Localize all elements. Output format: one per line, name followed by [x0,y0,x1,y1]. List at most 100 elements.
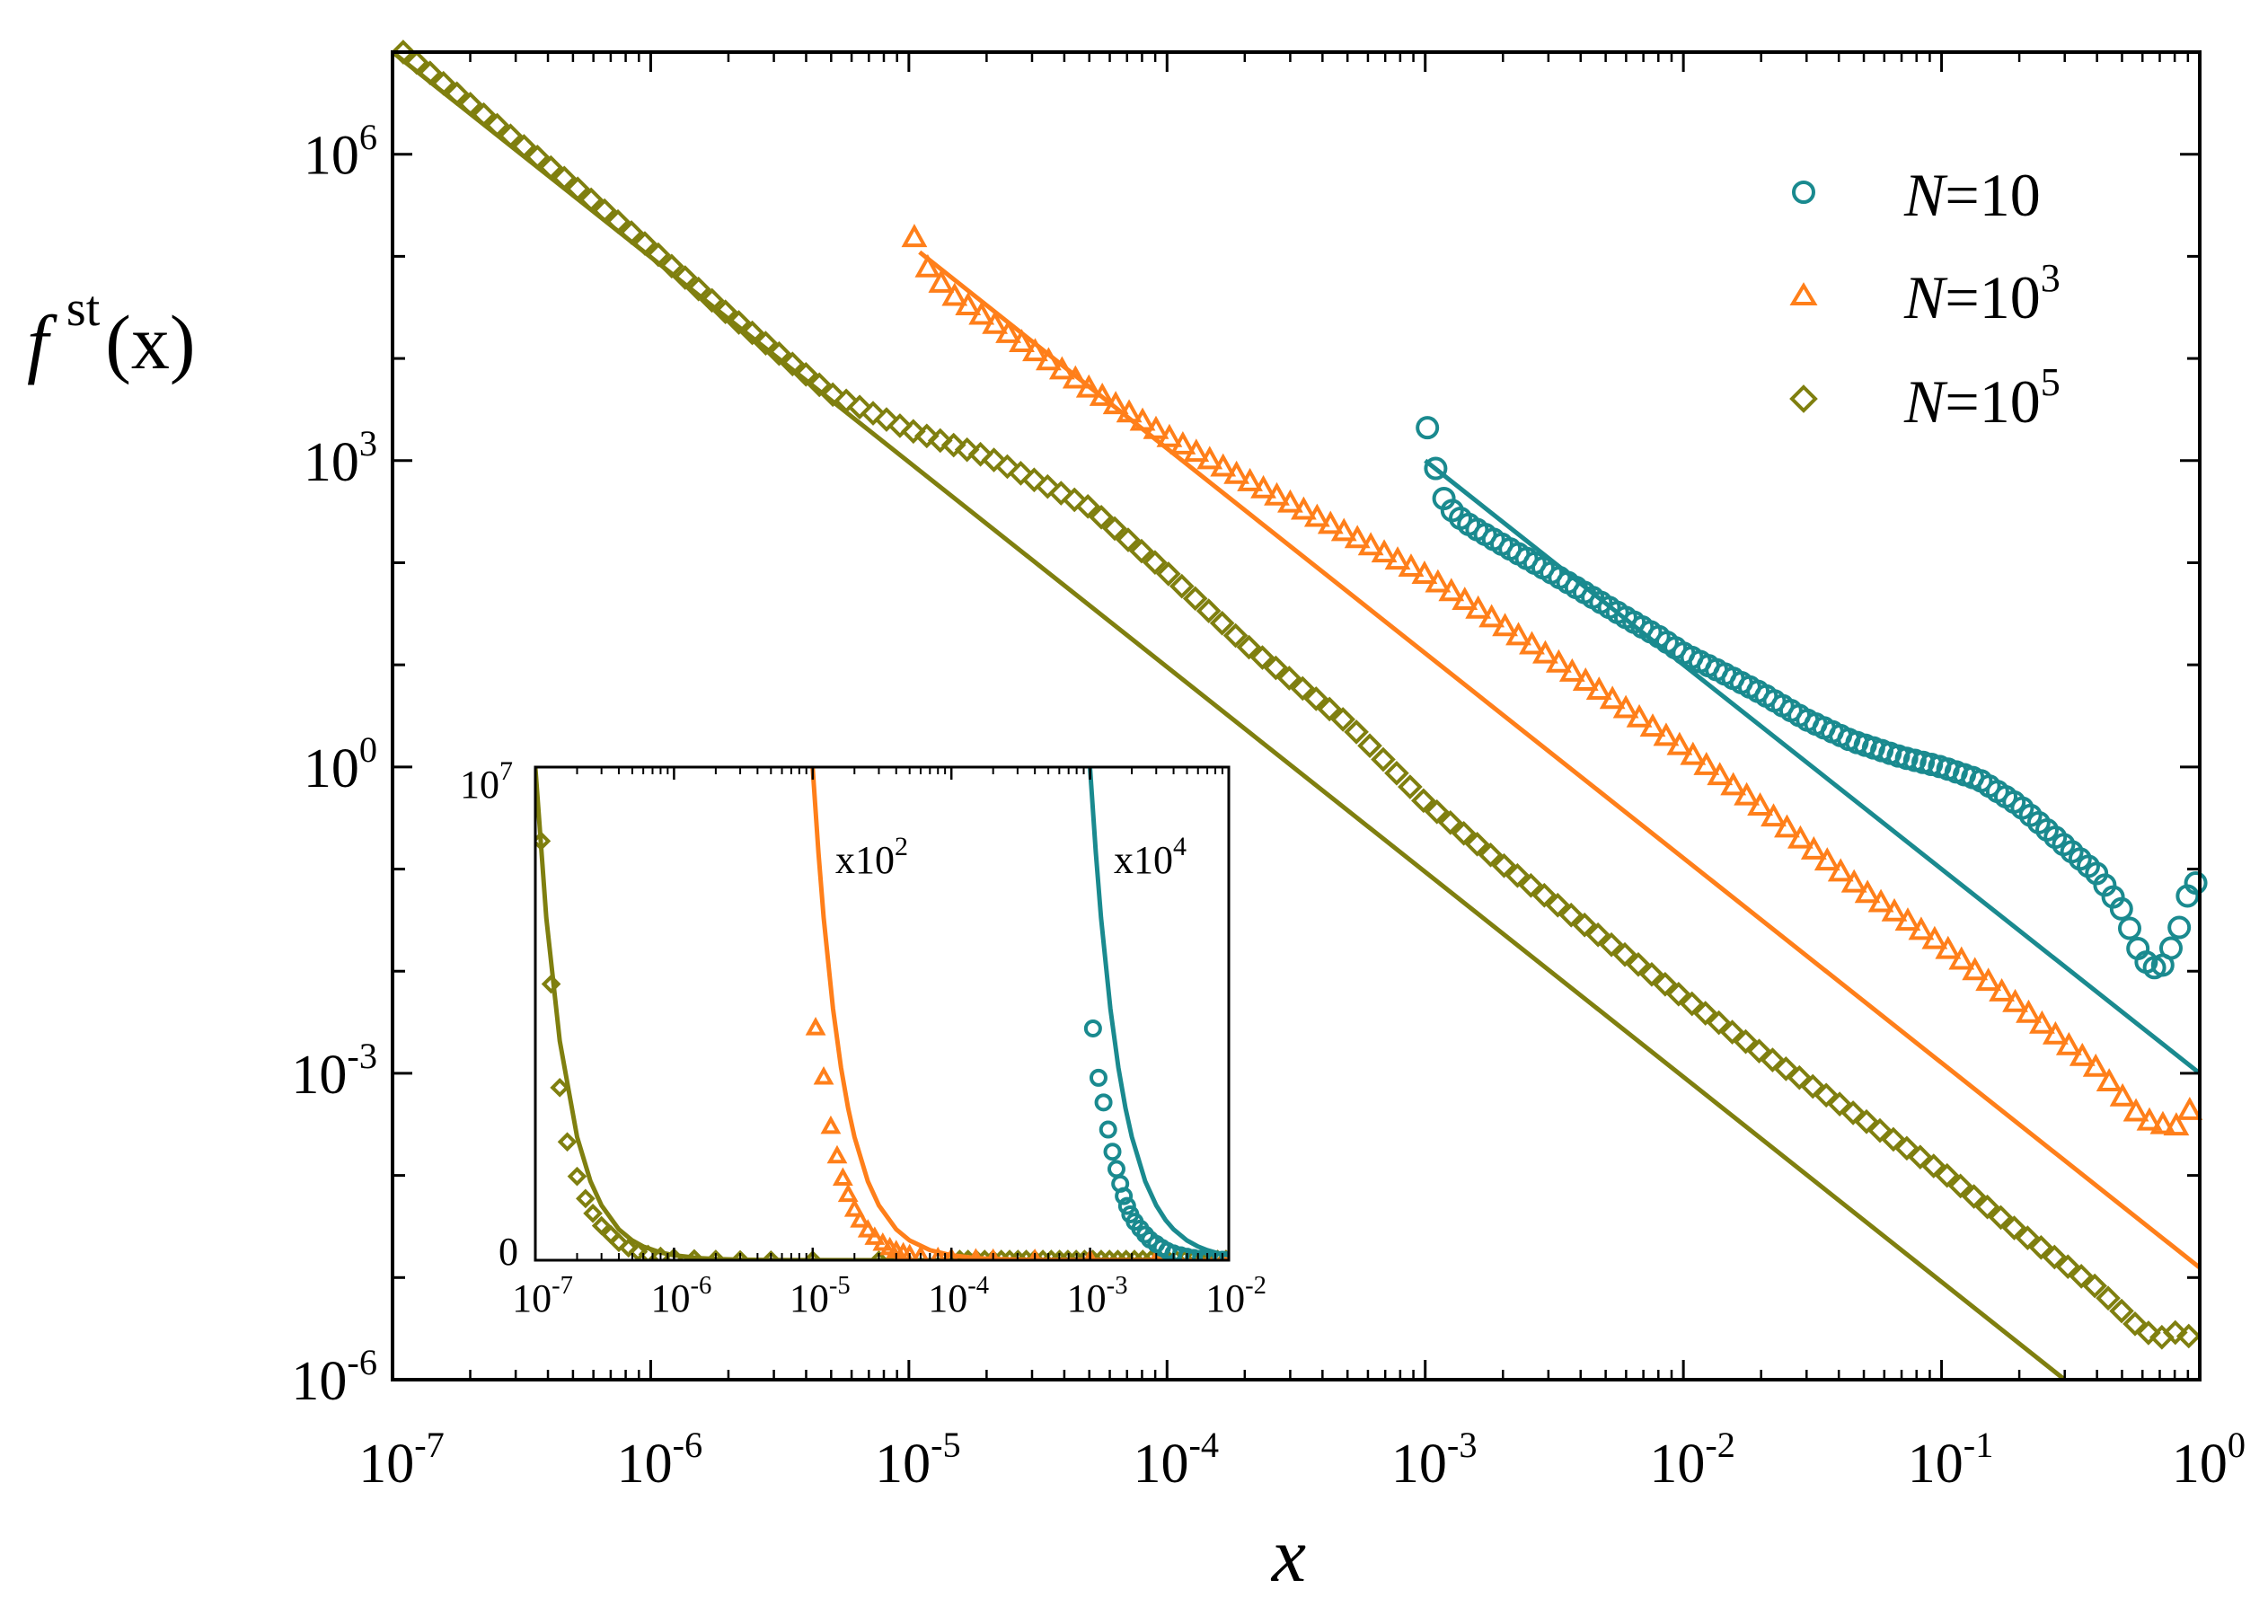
data-point-n100000 [1787,1064,1813,1090]
data-point-n100000 [887,413,913,438]
y-tick-label-base: 10 [291,1045,347,1106]
data-point-n10 [1416,416,1440,440]
y-tick-label: 100 [304,729,377,799]
data-point-n1000 [1666,731,1693,755]
data-point-n100000 [1947,1173,1973,1199]
data-point-n1000 [1867,888,1894,913]
data-point-n100000 [1344,719,1369,745]
data-point-n100000 [430,70,456,96]
data-point-n100000 [2109,1298,2134,1324]
data-point-n100000 [2162,1320,2188,1346]
data-point-n100000 [1626,951,1651,977]
data-point-n100000 [1545,892,1571,918]
data-point-n100000 [847,394,872,420]
x-tick-label-exp: -7 [414,1425,445,1465]
inset-x-tick-label-exp: -6 [690,1272,711,1300]
data-point-n100000 [1572,912,1597,938]
data-point-n100000 [1089,505,1114,530]
data-point-n100000 [1827,1091,1852,1116]
data-point-n10 [2158,936,2183,960]
data-point-n100000 [1451,820,1477,846]
data-point-n100000 [1746,1038,1772,1064]
data-point-n1000 [1814,847,1840,871]
x-tick-label-exp: 0 [2228,1425,2246,1465]
data-point-n100000 [1800,1073,1826,1099]
data-point-n100000 [565,176,591,202]
data-point-n100000 [471,102,497,128]
data-point-n100000 [1116,527,1141,552]
inset-point-n1000 [805,1017,826,1036]
data-point-n100000 [619,220,644,245]
data-point-n1000 [1465,595,1492,619]
data-point-n10 [2184,871,2208,896]
data-point-n100000 [1612,941,1637,967]
data-point-n100000 [1249,645,1275,670]
y-axis-label-base: f [27,299,57,385]
x-tick-label: 10-6 [617,1425,703,1495]
data-point-n100000 [860,401,886,426]
data-point-n100000 [1518,872,1544,898]
main-plot-frame [391,50,2202,1381]
data-point-n1000 [1089,382,1116,406]
y-tick-label: 106 [304,117,377,187]
data-point-n1000 [2136,1107,2163,1131]
y-tick-label-exp: 0 [359,729,377,770]
inset-scale-sup: 4 [1173,832,1187,861]
data-point-n1000 [2149,1110,2176,1134]
inset-point-n1000 [850,1209,871,1228]
data-point-n100000 [1719,1019,1745,1045]
data-point-n100000 [2136,1320,2161,1346]
data-point-n100000 [498,123,524,149]
data-point-n1000 [1894,907,1921,931]
x-tick-label: 10-1 [1908,1425,1994,1495]
inset-point-n100000 [557,1132,578,1152]
data-point-n1000 [941,282,968,306]
inset-point-n1000 [857,1219,878,1238]
data-point-n1000 [1532,640,1558,664]
data-point-n100000 [820,382,846,408]
data-point-n100000 [1303,686,1329,711]
inset-plot-frame [534,765,1231,1262]
data-point-n100000 [1679,991,1705,1017]
data-point-n100000 [2028,1234,2054,1260]
inset-y-bottom-label: 0 [499,1230,518,1274]
data-point-n1000 [2163,1112,2190,1136]
inset-point-n100000 [591,1215,612,1236]
y-tick-label-exp: -3 [347,1036,377,1076]
data-point-n1000 [1827,858,1854,882]
legend-marker-triangle [1789,282,1818,305]
inset-y-top-sup: 7 [499,756,513,786]
inset-scale-label-n1000: x102 [835,832,908,882]
data-point-n100000 [1464,831,1490,857]
data-point-n100000 [1639,961,1664,987]
x-tick-label-exp: -6 [673,1425,703,1465]
data-point-n100000 [391,40,416,65]
data-point-n1000 [1747,792,1773,816]
inset-x-tick-label: 10-3 [1067,1272,1128,1320]
data-point-n100000 [1398,774,1423,799]
inset-point-n10 [1103,1143,1122,1161]
data-point-n100000 [901,419,926,445]
data-point-n1000 [1653,722,1680,746]
inset-point-n10 [1083,1019,1102,1037]
data-point-n1000 [1626,703,1653,728]
data-point-n100000 [1974,1194,2000,1220]
inset-point-n1000 [820,1115,842,1134]
inset-x-tick-label-exp: -3 [1107,1272,1128,1300]
x-tick-label: 100 [2172,1425,2246,1495]
data-point-n100000 [2015,1225,2041,1250]
inset-axis-ticks: 10-7 10-6 10-5 10-4 10-3 10-2 [512,767,1266,1320]
data-point-n1000 [1599,685,1626,710]
data-point-n1000 [1881,897,1908,922]
inset-y-top-label: 107 [460,756,513,807]
data-point-n100000 [1894,1135,1919,1161]
data-point-n1000 [1989,978,2015,1002]
data-point-n100000 [658,253,684,279]
data-point-n100000 [1854,1108,1879,1134]
data-point-n1000 [2069,1042,2096,1066]
x-tick-label-base: 10 [1908,1434,1964,1495]
y-tick-label-exp: 3 [359,423,377,463]
legend-label-sup: 3 [2041,256,2061,300]
data-point-n100000 [1276,666,1302,691]
x-tick-label-exp: -3 [1447,1425,1478,1465]
